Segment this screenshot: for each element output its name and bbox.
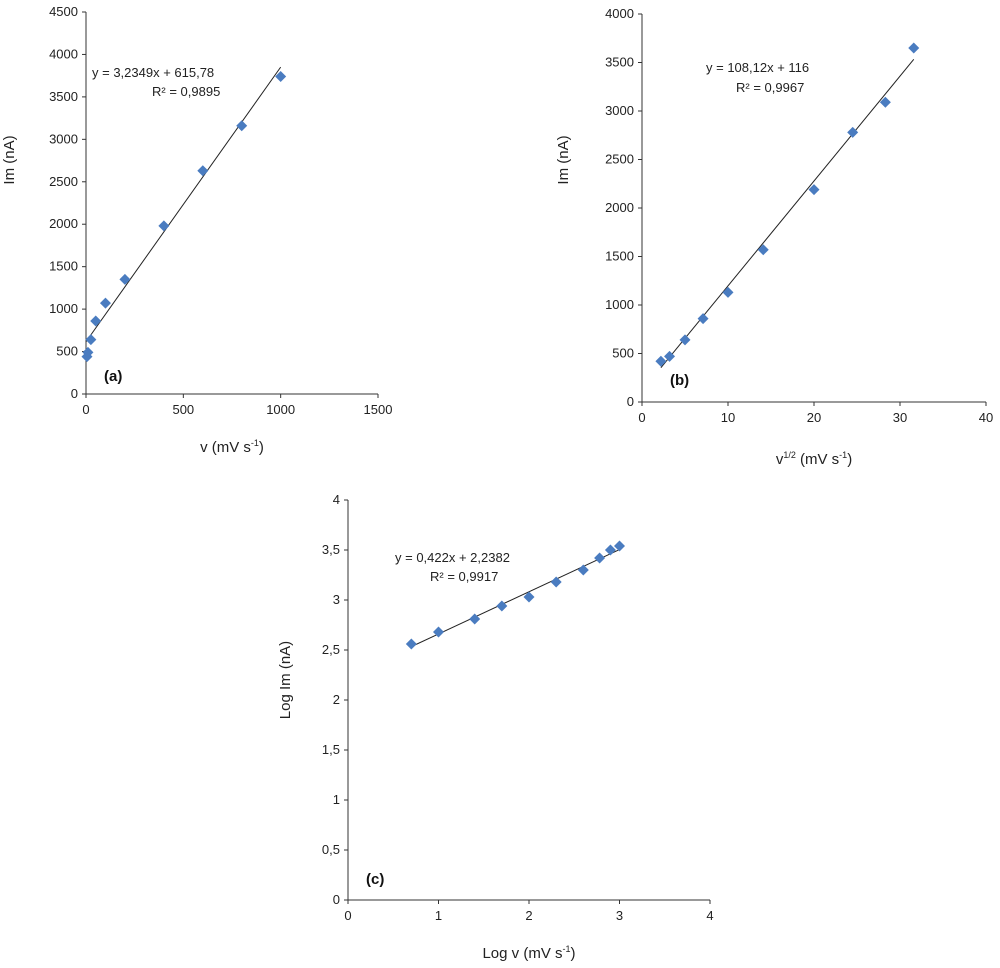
equation-label: y = 108,12x + 116 — [706, 60, 809, 75]
y-tick-label: 2500 — [49, 174, 78, 189]
data-point — [405, 638, 417, 650]
data-point — [433, 626, 444, 638]
data-point — [197, 165, 209, 177]
data-point — [158, 220, 170, 232]
y-tick-label: 3,5 — [322, 542, 340, 557]
y-tick-label: 4 — [333, 492, 340, 507]
x-tick-label: 2 — [525, 908, 532, 923]
trendline-c — [411, 549, 620, 648]
y-tick-label: 4500 — [49, 4, 78, 19]
y-tick-label: 2500 — [605, 152, 634, 167]
chart-a: 0 500 1000 1500 2000 2500 3000 3500 4000 4500 0 500… — [1, 4, 392, 456]
data-point — [119, 273, 131, 285]
data-point — [808, 184, 820, 196]
data-point — [99, 297, 111, 309]
data-point — [550, 576, 562, 588]
y-tick-label: 4000 — [605, 6, 634, 21]
x-axis-label: v1/2 (mV s-1) — [776, 450, 852, 468]
panel-label: (b) — [670, 372, 689, 389]
x-tick-label: 1 — [435, 908, 442, 923]
y-tick-label: 3000 — [49, 131, 78, 146]
x-tick-label: 40 — [979, 410, 993, 425]
y-axis-label: Im (nA) — [555, 135, 572, 184]
y-tick-label: 2000 — [605, 200, 634, 215]
data-point — [469, 613, 481, 625]
data-point — [496, 600, 508, 612]
y-tick-label: 0 — [627, 394, 634, 409]
x-tick-label: 1000 — [266, 402, 295, 417]
y-tick-label: 500 — [56, 344, 78, 359]
x-tick-label: 10 — [721, 410, 735, 425]
y-tick-label: 0 — [333, 892, 340, 907]
y-tick-label: 3500 — [49, 89, 78, 104]
y-tick-label: 1000 — [49, 301, 78, 316]
data-point — [614, 540, 625, 552]
chart-b: 0 500 1000 1500 2000 2500 3000 3500 4000 0 10 20 30 4… — [555, 6, 993, 468]
y-axis-label: Log Im (nA) — [277, 641, 294, 719]
x-tick-label: 0 — [82, 402, 89, 417]
x-tick-label: 4 — [706, 908, 713, 923]
y-tick-label: 2 — [333, 692, 340, 707]
data-point — [664, 350, 676, 362]
data-point — [82, 346, 94, 358]
y-tick-label: 3 — [333, 592, 340, 607]
y-tick-label: 3500 — [605, 55, 634, 70]
x-tick-label: 0 — [344, 908, 351, 923]
x-tick-label: 500 — [172, 402, 194, 417]
r2-label: R² = 0,9895 — [152, 84, 220, 99]
data-point — [85, 334, 97, 346]
data-point — [236, 120, 248, 132]
data-point — [655, 355, 667, 367]
x-tick-label: 30 — [893, 410, 907, 425]
y-tick-label: 0 — [71, 386, 78, 401]
data-point — [697, 313, 709, 325]
x-tick-label: 0 — [638, 410, 645, 425]
data-point — [757, 244, 769, 256]
data-point — [879, 96, 891, 108]
y-tick-label: 2000 — [49, 216, 78, 231]
r2-label: R² = 0,9967 — [736, 80, 804, 95]
y-tick-label: 4000 — [49, 46, 78, 61]
x-tick-label: 20 — [807, 410, 821, 425]
trendline-b — [660, 59, 915, 368]
panel-label: (c) — [366, 871, 384, 888]
data-point — [908, 42, 920, 54]
data-point — [594, 552, 606, 564]
data-point — [90, 315, 102, 327]
x-tick-label: 3 — [616, 908, 623, 923]
y-axis-label: Im (nA) — [1, 135, 18, 184]
x-axis-label: Log v (mV s-1) — [482, 944, 575, 962]
data-point — [604, 544, 616, 556]
data-point — [523, 591, 535, 603]
y-tick-label: 3000 — [605, 103, 634, 118]
x-axis-label: v (mV s-1) — [200, 438, 264, 456]
y-tick-label: 1,5 — [322, 742, 340, 757]
equation-label: y = 3,2349x + 615,78 — [92, 65, 214, 80]
r2-label: R² = 0,9917 — [430, 569, 498, 584]
y-tick-label: 500 — [612, 346, 634, 361]
y-tick-label: 1 — [333, 792, 340, 807]
data-point — [275, 71, 287, 83]
data-point — [847, 126, 859, 138]
y-tick-label: 1500 — [605, 249, 634, 264]
data-point — [577, 564, 589, 576]
x-tick-label: 1500 — [364, 402, 393, 417]
equation-label: y = 0,422x + 2,2382 — [395, 550, 510, 565]
y-tick-label: 1500 — [49, 259, 78, 274]
chart-c: 0 0,5 1 1,5 2 2,5 3 3,5 4 0 1 2 3 4 y = 0,422x + 2,238… — [277, 492, 714, 962]
y-tick-label: 1000 — [605, 297, 634, 312]
trendline-a — [85, 66, 282, 343]
data-point — [679, 334, 691, 346]
y-tick-label: 0,5 — [322, 842, 340, 857]
y-tick-label: 2,5 — [322, 642, 340, 657]
data-point — [722, 286, 734, 298]
panel-label: (a) — [104, 368, 122, 385]
